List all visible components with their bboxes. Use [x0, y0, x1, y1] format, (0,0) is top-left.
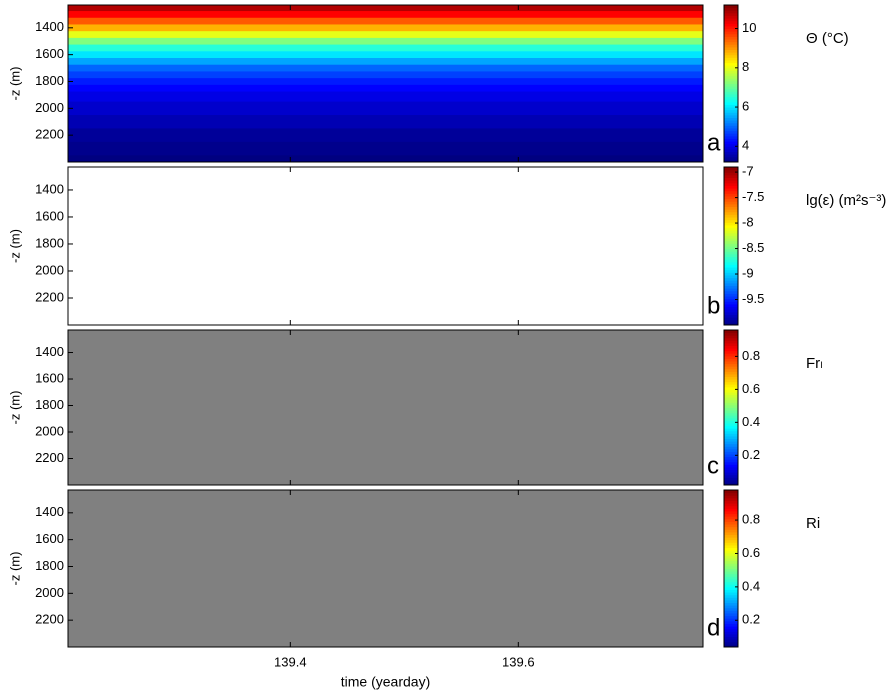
heat-band [68, 142, 703, 156]
colorbar-tick-label: 6 [742, 98, 749, 113]
heat-band [68, 31, 703, 38]
y-tick-label: 1600 [35, 46, 64, 61]
heat-band [68, 78, 703, 85]
y-tick-label: 2200 [35, 612, 64, 627]
heat-band [68, 51, 703, 58]
heat-band [68, 128, 703, 142]
colorbar-label: Ri [806, 515, 820, 532]
colorbar-tick-label: -7 [742, 164, 754, 179]
colorbar-tick-label: -9.5 [742, 291, 764, 306]
heat-band [68, 5, 703, 12]
plot-background [68, 490, 703, 647]
colorbar-label: Θ (°C) [806, 30, 849, 47]
y-axis-label: -z (m) [7, 67, 22, 101]
y-tick-label: 1800 [35, 397, 64, 412]
y-tick-label: 1600 [35, 531, 64, 546]
y-tick-label: 1600 [35, 370, 64, 385]
colorbar-label: Frₗ [806, 355, 823, 372]
colorbar-label: lg(ε) (m²s⁻³) [806, 192, 886, 209]
colorbar-tick-label: 0.8 [742, 348, 760, 363]
y-tick-label: 1800 [35, 73, 64, 88]
colorbar-tick-label: 10 [742, 20, 756, 35]
heat-band [68, 115, 703, 129]
y-tick-label: 2000 [35, 423, 64, 438]
colorbar-tick-label: -9 [742, 265, 754, 280]
x-tick-label: 139.4 [274, 654, 307, 669]
y-tick-label: 1400 [35, 504, 64, 519]
colorbar-tick-label: 0.6 [742, 381, 760, 396]
y-tick-label: 2200 [35, 450, 64, 465]
figure: 1400 1600 1800 2000 2200 -z (m) a 4 6 8 10 Θ (°C) 14… [0, 0, 891, 692]
y-tick-label: 1400 [35, 19, 64, 34]
heat-band [68, 45, 703, 52]
y-axis-label: -z (m) [7, 391, 22, 425]
heat-band [68, 38, 703, 45]
y-axis-label: -z (m) [7, 229, 22, 263]
y-tick-label: 2000 [35, 585, 64, 600]
y-tick-label: 1400 [35, 181, 64, 196]
heat-band [68, 155, 703, 162]
panel-label: b [707, 292, 720, 319]
colorbar-tick-label: 4 [742, 138, 749, 153]
colorbar-tick-label: 0.4 [742, 414, 760, 429]
panel-label: c [707, 452, 719, 479]
heat-band [68, 11, 703, 18]
heat-band [68, 24, 703, 31]
y-axis-label: -z (m) [7, 552, 22, 586]
colorbar-tick-label: 0.4 [742, 578, 760, 593]
colorbar-tick-label: 0.8 [742, 512, 760, 527]
y-tick-label: 2200 [35, 127, 64, 142]
y-tick-label: 1400 [35, 344, 64, 359]
colorbar-tick-label: 8 [742, 59, 749, 74]
colorbar-tick-label: 0.2 [742, 612, 760, 627]
colorbar-tick-label: -8.5 [742, 240, 764, 255]
x-axis-label: time (yearday) [341, 674, 430, 690]
y-tick-label: 1800 [35, 558, 64, 573]
y-tick-label: 1800 [35, 235, 64, 250]
colorbar-tick-label: 0.2 [742, 447, 760, 462]
panel-label: d [707, 614, 720, 641]
heat-band [68, 58, 703, 65]
x-tick-label: 139.6 [502, 654, 535, 669]
y-tick-label: 2000 [35, 262, 64, 277]
heat-band [68, 85, 703, 92]
y-tick-label: 2000 [35, 100, 64, 115]
panel-label: a [707, 129, 721, 156]
colorbar-tick-label: -7.5 [742, 189, 764, 204]
heat-band [68, 18, 703, 25]
y-tick-label: 2200 [35, 289, 64, 304]
colorbar-tick-label: 0.6 [742, 545, 760, 560]
heat-band [68, 71, 703, 78]
y-tick-label: 1600 [35, 208, 64, 223]
colorbar-tick-label: -8 [742, 215, 754, 230]
plot-background [68, 167, 703, 325]
heat-band [68, 65, 703, 72]
plot-background [68, 330, 703, 485]
heat-band [68, 92, 703, 103]
heat-band [68, 102, 703, 116]
